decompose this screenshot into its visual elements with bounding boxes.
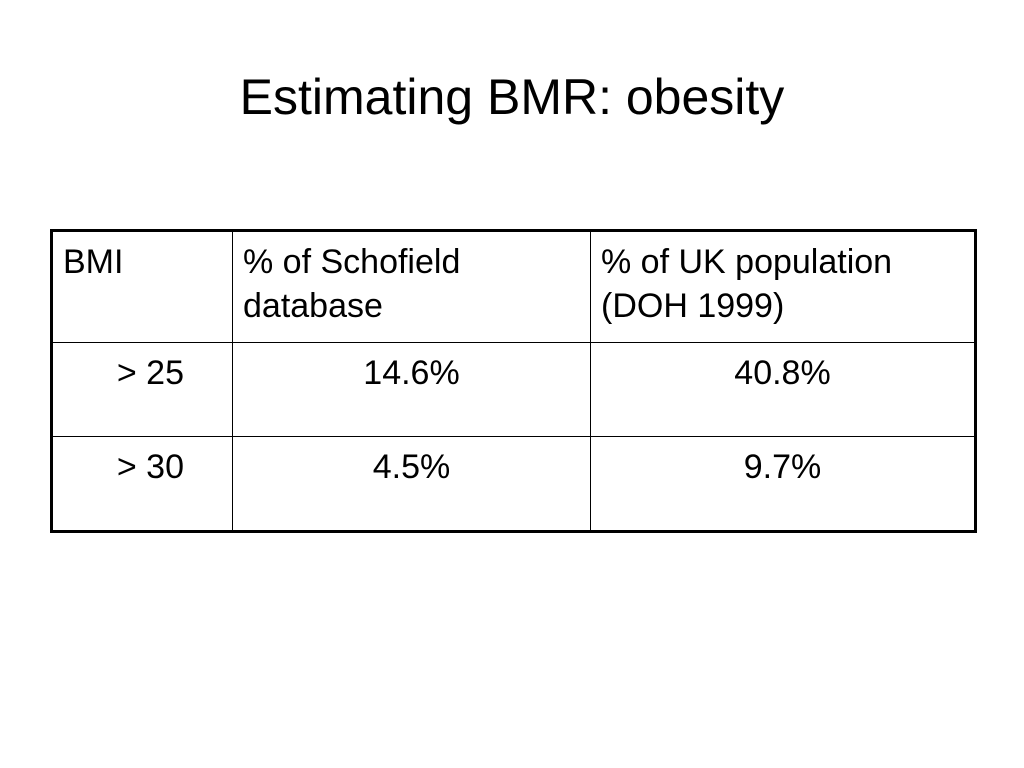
header-line: (DOH 1999) xyxy=(601,287,785,325)
header-line: % of UK population xyxy=(601,243,893,281)
bmi-threshold-cell: > 25 xyxy=(51,342,233,437)
header-line: database xyxy=(243,287,383,325)
slide-title: Estimating BMR: obesity xyxy=(239,69,785,125)
uk-population-percent-cell: 40.8% xyxy=(590,342,976,437)
uk-population-percent-cell: 9.7% xyxy=(590,436,976,532)
header-cell-uk-population: % of UK population (DOH 1999) xyxy=(590,230,976,343)
header-cell-bmi: BMI xyxy=(51,230,233,343)
bmi-table: BMI % of Schofield database % of UK popu… xyxy=(50,229,977,533)
table-row: > 30 4.5% 9.7% xyxy=(51,436,976,532)
bmi-threshold-cell: > 30 xyxy=(51,436,233,532)
header-line: BMI xyxy=(63,243,124,281)
table-row: > 25 14.6% 40.8% xyxy=(51,342,976,437)
header-cell-schofield: % of Schofield database xyxy=(232,230,591,343)
table-header-row: BMI % of Schofield database % of UK popu… xyxy=(51,230,976,343)
header-line: % of Schofield xyxy=(243,243,461,281)
schofield-percent-cell: 4.5% xyxy=(232,436,591,532)
schofield-percent-cell: 14.6% xyxy=(232,342,591,437)
